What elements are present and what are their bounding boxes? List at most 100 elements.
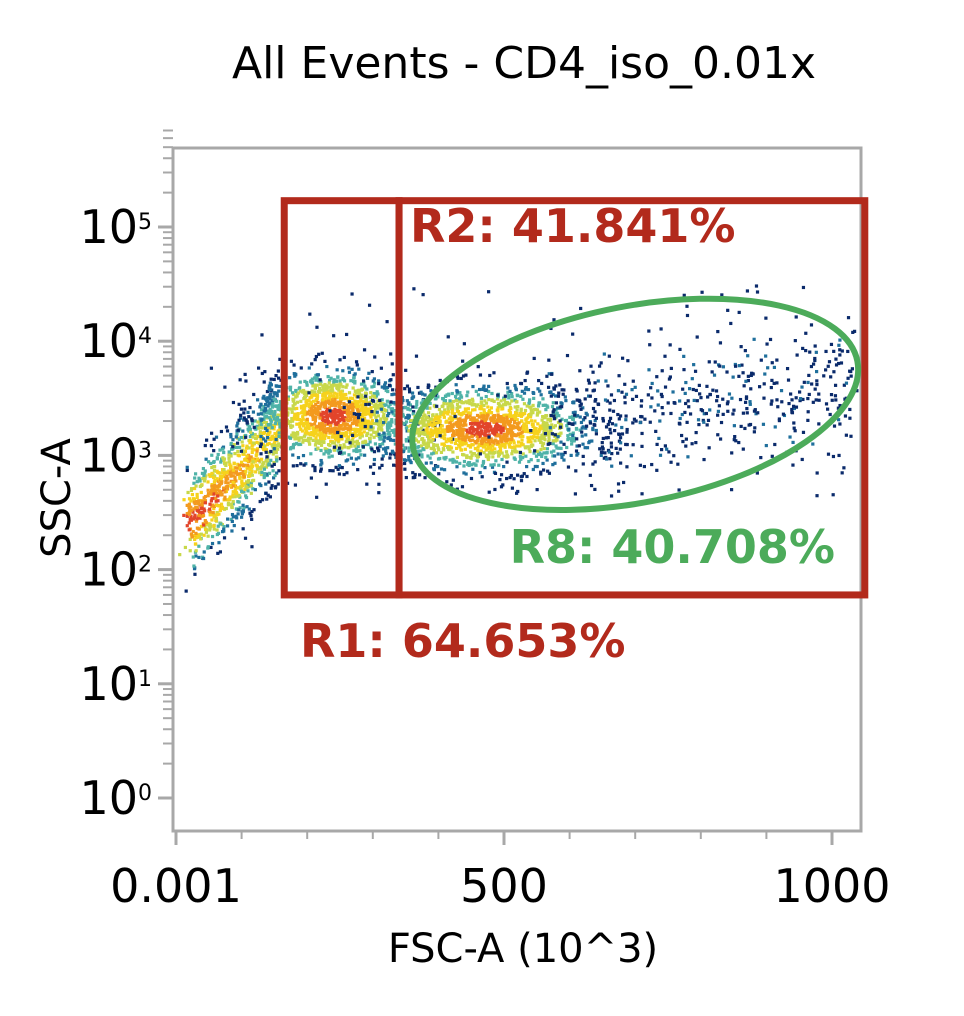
event-dot — [276, 482, 280, 486]
event-dot — [264, 408, 268, 412]
event-dot — [324, 396, 329, 401]
event-dot — [578, 404, 582, 408]
event-dot — [191, 497, 195, 501]
event-dot — [353, 415, 357, 419]
event-dot — [380, 463, 384, 467]
event-dot — [428, 419, 432, 423]
event-dot — [297, 438, 301, 442]
event-dot — [270, 403, 274, 407]
event-dot — [415, 402, 419, 407]
event-dot — [551, 454, 555, 458]
event-dot — [508, 475, 512, 480]
event-dot — [231, 515, 235, 519]
event-dot — [779, 389, 784, 393]
event-dot — [325, 417, 329, 421]
event-dot — [192, 564, 196, 568]
event-dot — [409, 460, 413, 465]
event-dot — [316, 447, 320, 451]
event-dot — [225, 498, 229, 502]
event-dot — [809, 364, 814, 369]
event-dot — [346, 414, 350, 419]
event-dot — [295, 406, 299, 411]
event-dot — [379, 366, 383, 370]
event-dot — [337, 472, 342, 476]
event-dot — [497, 463, 501, 467]
event-dot — [194, 531, 198, 536]
event-dot — [259, 442, 263, 446]
event-dot — [276, 444, 280, 448]
event-dot — [535, 487, 539, 492]
event-dot — [351, 462, 356, 466]
event-dot — [459, 431, 463, 435]
event-dot — [464, 416, 468, 420]
event-dot — [204, 474, 208, 478]
event-dot — [572, 436, 577, 440]
event-dot — [752, 337, 756, 341]
event-dot — [315, 495, 319, 499]
event-dot — [326, 420, 330, 424]
event-dot — [522, 402, 527, 406]
event-dot — [267, 471, 272, 475]
event-dot — [430, 433, 435, 437]
event-dot — [789, 392, 793, 396]
event-dot — [699, 408, 703, 412]
event-dot — [325, 447, 329, 452]
event-dot — [458, 400, 462, 404]
event-dot — [692, 398, 696, 403]
event-dot — [434, 465, 438, 469]
event-dot — [215, 456, 219, 460]
event-dot — [323, 418, 327, 423]
event-dot — [438, 434, 442, 438]
event-dot — [591, 427, 595, 432]
event-dot — [201, 476, 205, 481]
event-dot — [846, 316, 851, 320]
event-dot — [708, 408, 712, 412]
event-dot — [436, 446, 440, 450]
event-dot — [492, 399, 496, 403]
event-dot — [360, 387, 364, 392]
event-dot — [382, 447, 386, 451]
event-dot — [447, 427, 451, 431]
event-dot — [772, 381, 776, 385]
event-dot — [404, 420, 409, 424]
event-dot — [716, 413, 720, 417]
event-dot — [531, 411, 535, 415]
event-dot — [669, 460, 673, 464]
event-dot — [542, 421, 546, 425]
event-dot — [565, 353, 570, 358]
event-dot — [526, 445, 530, 449]
event-dot — [206, 480, 210, 484]
event-dot — [377, 379, 381, 383]
event-dot — [476, 393, 481, 397]
event-dot — [345, 332, 349, 337]
event-dot — [552, 318, 556, 322]
event-dot — [490, 391, 494, 396]
event-dot — [315, 425, 319, 429]
event-dot — [532, 431, 536, 435]
event-dot — [345, 383, 349, 387]
event-dot — [348, 416, 353, 420]
event-dot — [435, 433, 439, 437]
event-dot — [338, 393, 342, 397]
event-dot — [338, 443, 342, 448]
event-dot — [370, 428, 374, 432]
event-dot — [362, 381, 366, 385]
event-dot — [315, 440, 319, 444]
event-dot — [315, 375, 319, 380]
event-dot — [243, 457, 247, 462]
event-dot — [215, 503, 219, 507]
event-dot — [458, 421, 462, 426]
event-dot — [264, 448, 268, 452]
event-dot — [444, 394, 448, 398]
event-dot — [714, 389, 719, 393]
event-dot — [748, 402, 752, 406]
event-dot — [480, 475, 484, 479]
event-dot — [726, 409, 730, 413]
event-dot — [453, 414, 457, 419]
event-dot — [345, 417, 349, 422]
event-dot — [551, 463, 555, 467]
event-dot — [539, 470, 543, 474]
event-dot — [295, 400, 300, 404]
event-dot — [624, 392, 629, 396]
event-dot — [346, 407, 351, 411]
